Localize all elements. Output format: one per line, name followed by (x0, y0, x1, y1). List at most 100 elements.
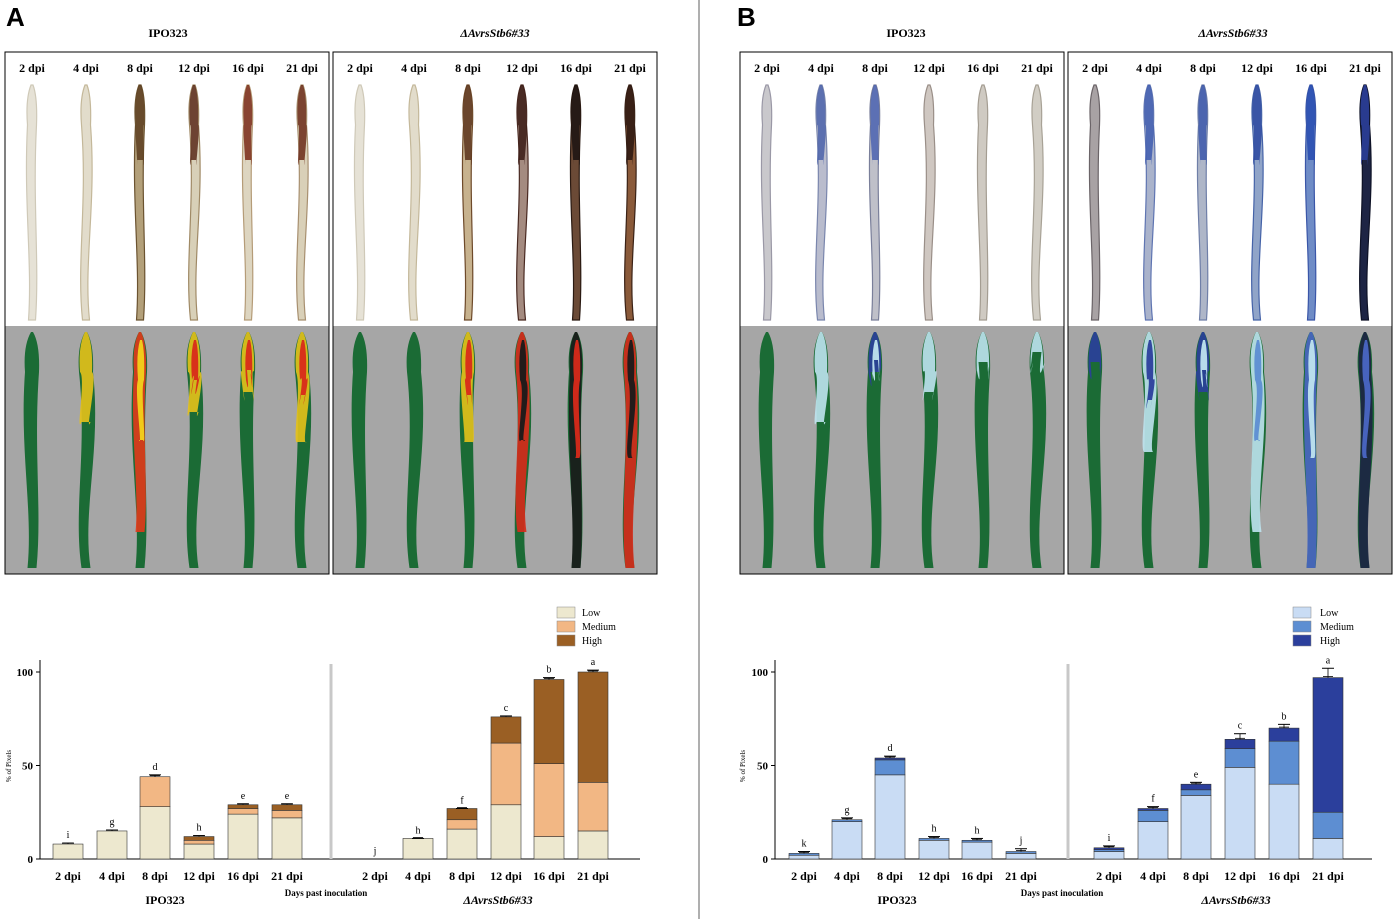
dpi-label: 21 dpi (1349, 61, 1381, 75)
bar-segment-high (1224, 739, 1256, 749)
bar-segment-medium (139, 776, 171, 807)
significance-letter: f (1151, 794, 1155, 805)
x-tick-label: 8 dpi (877, 869, 903, 883)
bar-segment-low (1224, 767, 1256, 860)
x-tick-label: 4 dpi (1140, 869, 1166, 883)
leaf-segment-overlay (1362, 340, 1371, 459)
bar-segment-medium (1268, 740, 1300, 785)
bar-segment-low (1268, 783, 1300, 860)
y-tick-label: 50 (757, 761, 769, 773)
bar-segment-medium (577, 782, 609, 832)
dpi-label: 12 dpi (1241, 61, 1273, 75)
leaf-photo (976, 84, 989, 321)
bar-segment-low (227, 813, 259, 860)
bar-segment-low (183, 843, 215, 860)
leaf-lesion (517, 85, 527, 166)
bar-segment-high (1268, 727, 1300, 742)
leaf-image-panels: 2 dpi 4 dpi 8 dpi 12 dpi 16 dpi 21 dpi 2 dpi 4 … (4, 51, 1393, 575)
dpi-label: 4 dpi (73, 61, 99, 75)
leaf-segmented (758, 332, 775, 568)
x-tick-label: 21 dpi (577, 869, 609, 883)
x-tick-label: 8 dpi (142, 869, 168, 883)
svg-text:Medium: Medium (1320, 622, 1354, 633)
bar-chart-a: 0 50 100 i 2 dpi g 4 dpi d 8 dpi h 12 dpi e 16 dpi e 2… (17, 657, 640, 883)
svg-text:Low: Low (1320, 608, 1339, 619)
leaf-photo (25, 84, 38, 321)
significance-letter: e (241, 791, 246, 802)
dpi-label: 2 dpi (754, 61, 780, 75)
significance-letter: h (975, 825, 980, 836)
x-tick-label: 16 dpi (533, 869, 565, 883)
dpi-label: 2 dpi (347, 61, 373, 75)
bar-segment-medium (1224, 748, 1256, 768)
significance-letter: b (1282, 711, 1287, 722)
bar-segment-medium (961, 839, 993, 843)
segmentation-background (1068, 326, 1392, 574)
bar-segment-medium (788, 853, 820, 856)
bar-segment-high (1312, 677, 1344, 813)
leaf-photo (80, 84, 93, 321)
leaf-segment-overlay (79, 332, 94, 425)
group-label-ipo323-a: IPO323 (145, 893, 184, 907)
significance-letter: e (1194, 769, 1199, 780)
bar-segment-high (577, 671, 609, 783)
x-tick-label: 21 dpi (271, 869, 303, 883)
leaf-lesion (816, 85, 826, 166)
y-tick-label: 0 (763, 854, 769, 866)
leaf-segment-overlay (1199, 340, 1208, 388)
leaf-segment-overlay (922, 332, 937, 401)
leaf-segment-overlay (1087, 332, 1102, 380)
bar-segment-medium (1312, 811, 1344, 839)
bar-segment-low (139, 806, 171, 860)
dpi-label: 2 dpi (19, 61, 45, 75)
bar-segment-low (918, 839, 950, 860)
leaf-lesion (1360, 85, 1370, 166)
legend-a: Low Medium High (556, 606, 616, 647)
group-label-ipo323-b: IPO323 (877, 893, 916, 907)
dpi-label: 12 dpi (506, 61, 538, 75)
bar-segment-medium (271, 810, 303, 819)
bar-segment-low (1005, 853, 1037, 860)
significance-letter: k (802, 839, 807, 850)
bar-segment-low (1312, 838, 1344, 860)
x-tick-label: 4 dpi (405, 869, 431, 883)
bar-segment-medium (183, 839, 215, 845)
leaf-lesion (1306, 85, 1316, 166)
significance-letter: h (197, 823, 202, 834)
x-tick-label: 8 dpi (1183, 869, 1209, 883)
leaf-lesion (1144, 85, 1154, 166)
leaf-segment-overlay (1146, 340, 1155, 409)
bar-segment-high (490, 716, 522, 744)
y-tick-label: 100 (752, 667, 769, 679)
bar-segment-low (961, 841, 993, 860)
bar-segment-high (874, 757, 906, 761)
x-tick-label: 4 dpi (99, 869, 125, 883)
svg-text:Medium: Medium (582, 622, 616, 633)
header-mutant-b: ΔAvrsStb6#33 (1197, 26, 1267, 40)
bar-segment-low (271, 817, 303, 860)
leaf-segmented (351, 332, 368, 568)
leaf-lesion (135, 85, 145, 166)
leaf-segmented (974, 332, 991, 568)
significance-letter: g (110, 817, 115, 828)
significance-letter: j (373, 846, 377, 857)
dpi-label: 4 dpi (401, 61, 427, 75)
significance-letter: j (1019, 836, 1023, 847)
x-tick-label: 16 dpi (1268, 869, 1300, 883)
bar-segment-medium (1180, 789, 1212, 796)
bar-segment-medium (831, 819, 863, 822)
leaf-photo (760, 84, 773, 321)
leaf-photo (923, 84, 936, 321)
dpi-label: 8 dpi (127, 61, 153, 75)
svg-text:High: High (582, 636, 602, 647)
x-tick-label: 21 dpi (1312, 869, 1344, 883)
x-tick-label: 2 dpi (1096, 869, 1122, 883)
x-tick-label: 2 dpi (791, 869, 817, 883)
leaf-segment-overlay (1254, 340, 1263, 442)
dpi-label: 21 dpi (1021, 61, 1053, 75)
bar-segment-low (1180, 795, 1212, 860)
x-tick-label: 12 dpi (183, 869, 215, 883)
svg-text:High: High (1320, 636, 1340, 647)
bar-segment-low (1137, 821, 1169, 860)
